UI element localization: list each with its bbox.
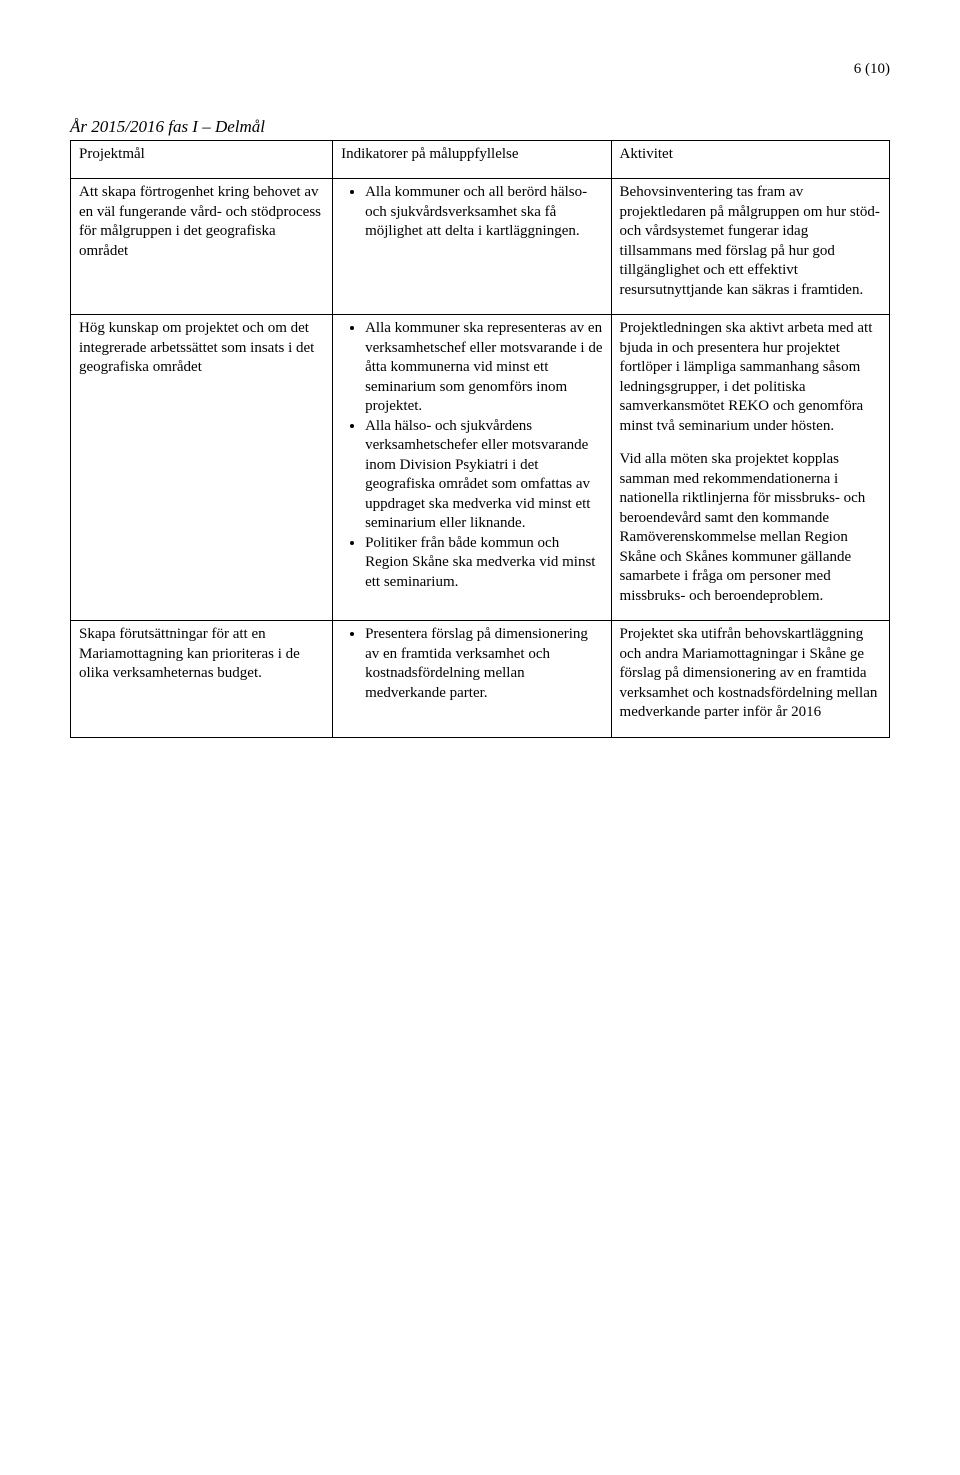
list-item: Alla kommuner ska representeras av en ve…	[365, 319, 602, 417]
header-aktivitet: Aktivitet	[611, 140, 889, 179]
list-item: Alla hälso- och sjukvårdens verksamhetsc…	[365, 417, 602, 534]
cell-projektmal: Att skapa förtrogenhet kring behovet av …	[71, 179, 333, 315]
table-header-row: Projektmål Indikatorer på måluppfyllelse…	[71, 140, 890, 179]
paragraph: Vid alla möten ska projektet kopplas sam…	[620, 450, 881, 606]
document-table: Projektmål Indikatorer på måluppfyllelse…	[70, 140, 890, 738]
cell-projektmal: Hög kunskap om projektet och om det inte…	[71, 315, 333, 621]
cell-aktivitet: Behovsinventering tas fram av projektled…	[611, 179, 889, 315]
list-item: Alla kommuner och all berörd hälso- och …	[365, 183, 602, 242]
header-indikatorer: Indikatorer på måluppfyllelse	[333, 140, 611, 179]
list-item: Presentera förslag på dimensionering av …	[365, 625, 602, 703]
paragraph: Projektledningen ska aktivt arbeta med a…	[620, 319, 881, 436]
page-number: 6 (10)	[70, 60, 890, 80]
cell-indikatorer: Alla kommuner och all berörd hälso- och …	[333, 179, 611, 315]
cell-aktivitet: Projektet ska utifrån behovskartläggning…	[611, 621, 889, 738]
cell-aktivitet: Projektledningen ska aktivt arbeta med a…	[611, 315, 889, 621]
header-projektmal: Projektmål	[71, 140, 333, 179]
list-item: Politiker från både kommun och Region Sk…	[365, 534, 602, 593]
table-row: Skapa förutsättningar för att en Mariamo…	[71, 621, 890, 738]
cell-indikatorer: Presentera förslag på dimensionering av …	[333, 621, 611, 738]
cell-indikatorer: Alla kommuner ska representeras av en ve…	[333, 315, 611, 621]
table-row: Att skapa förtrogenhet kring behovet av …	[71, 179, 890, 315]
cell-projektmal: Skapa förutsättningar för att en Mariamo…	[71, 621, 333, 738]
table-row: Hög kunskap om projektet och om det inte…	[71, 315, 890, 621]
section-heading: År 2015/2016 fas I – Delmål	[70, 116, 890, 138]
